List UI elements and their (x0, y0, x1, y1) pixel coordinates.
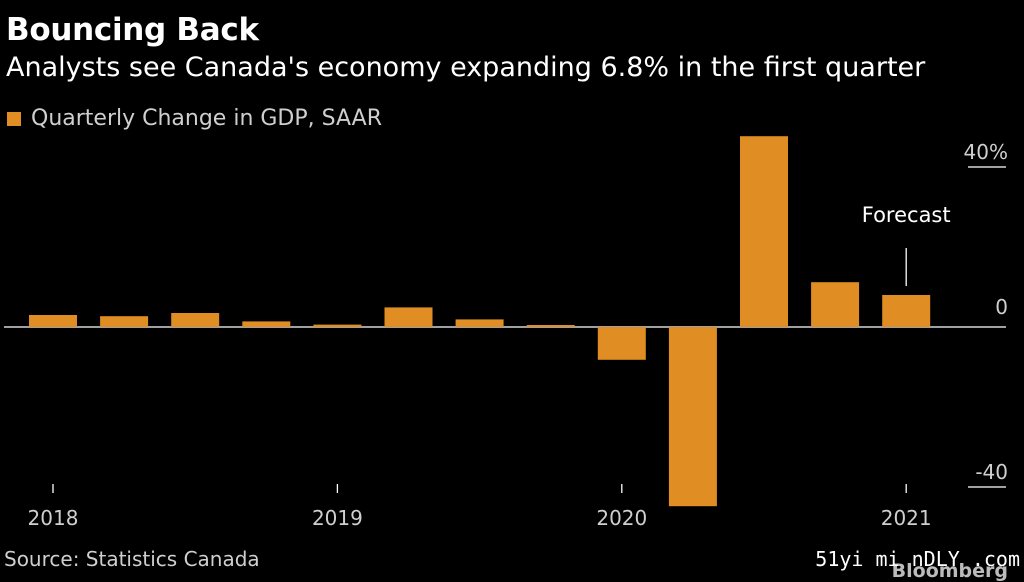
legend-label: Quarterly Change in GDP, SAAR (31, 106, 383, 131)
x-tick-label: 2019 (312, 506, 363, 530)
watermark: 51yi mi nDLY .com (815, 547, 1020, 571)
bar-2018-q1 (29, 315, 77, 327)
legend-swatch (7, 111, 21, 126)
bar-2018-q4 (242, 321, 291, 327)
bar-2019-q4 (526, 325, 575, 327)
bar-2020-q1 (597, 327, 646, 360)
bar-2019-q1 (313, 324, 362, 327)
legend: Quarterly Change in GDP, SAAR (7, 106, 382, 131)
annotation-label: Forecast (862, 203, 951, 227)
x-tick-label: 2018 (28, 506, 79, 530)
bar-2019-q3 (455, 319, 504, 327)
y-tick-label: 40% (964, 140, 1008, 164)
bar-2020-q4 (811, 282, 860, 327)
y-tick-label: -40 (975, 460, 1008, 484)
x-tick-label: 2021 (881, 506, 932, 530)
bar-2020-q2 (668, 327, 717, 507)
x-tick-label: 2020 (596, 506, 647, 530)
bar-2018-q3 (171, 313, 220, 327)
bar-2018-q2 (100, 316, 149, 327)
bar-2019-q2 (384, 307, 433, 327)
bar-2020-q3 (740, 136, 788, 327)
source-note: Source: Statistics Canada (4, 547, 260, 571)
bar-2021-q1 (882, 295, 931, 327)
chart-subtitle: Analysts see Canada's economy expanding … (6, 52, 926, 83)
y-tick-label: 0 (995, 295, 1008, 319)
chart-title: Bouncing Back (6, 12, 259, 48)
